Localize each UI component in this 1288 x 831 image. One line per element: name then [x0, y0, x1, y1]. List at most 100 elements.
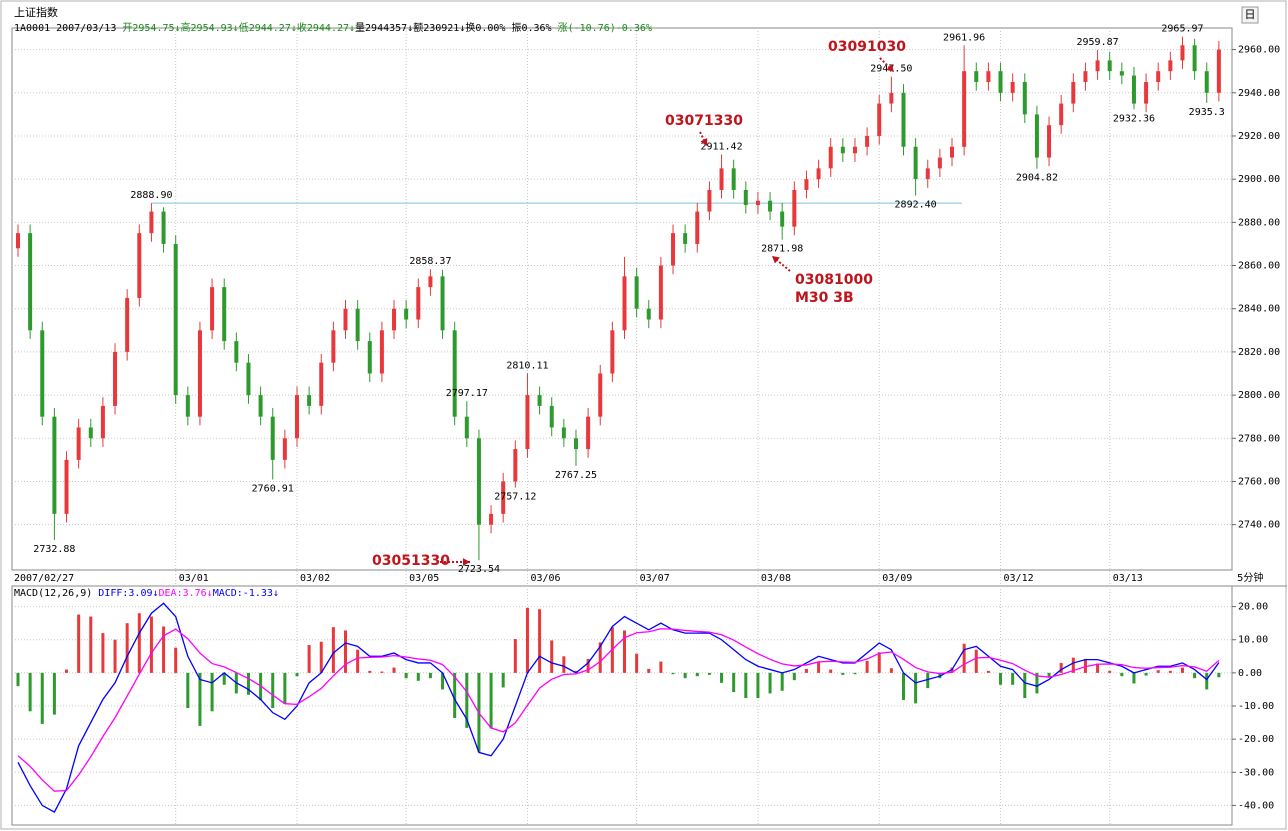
macd-bar [89, 616, 93, 673]
legend-entry: MACD(12,26,9) [14, 588, 98, 599]
macd-bar [768, 672, 772, 694]
macd-legend: MACD(12,26,9) DIFF:3.09↓DEA:3.76↓MACD:-1… [14, 588, 279, 599]
candle-body [974, 71, 979, 82]
candle-body [792, 189, 797, 227]
candle-body [658, 265, 663, 320]
candle-body [319, 362, 324, 406]
period-label: 5分钟 [1237, 571, 1263, 584]
macd-bar [453, 672, 457, 718]
candle-body [865, 135, 870, 147]
macd-bar [52, 672, 56, 715]
y-tick-label: 10.00 [1238, 635, 1268, 646]
macd-bar [283, 672, 287, 705]
candle-body [40, 330, 45, 417]
price-label: 2810.11 [506, 360, 548, 371]
macd-bar [999, 672, 1003, 685]
candle-body [197, 330, 202, 417]
y-tick-label: 2840.00 [1238, 304, 1280, 315]
view-button-label[interactable]: 日 [1245, 8, 1256, 21]
candle-body [816, 168, 821, 180]
candle-body [234, 341, 239, 363]
price-label: 2911.42 [700, 141, 742, 152]
candle-body [1119, 71, 1124, 76]
candle-body [622, 276, 627, 331]
macd-line [17, 628, 1220, 792]
macd-bar [501, 672, 505, 688]
candle-body [731, 168, 736, 190]
macd-bar [1023, 672, 1027, 699]
candle-body [489, 513, 494, 525]
candle-body [367, 341, 372, 374]
macd-bar [1144, 672, 1148, 676]
macd-bar [368, 670, 372, 673]
price-label: 2732.88 [33, 544, 75, 555]
macd-bar [513, 639, 517, 673]
macd-bar [1096, 663, 1100, 673]
macd-bar [331, 627, 335, 673]
candle-body [1107, 60, 1112, 72]
macd-bar [574, 670, 578, 673]
macd-bar [113, 639, 117, 673]
candle-body [889, 92, 894, 104]
macd-bar [707, 672, 711, 675]
y-tick-label: 2780.00 [1238, 433, 1280, 444]
macd-bar [683, 672, 687, 679]
marker-arrowhead [772, 256, 780, 264]
y-tick-label: 2940.00 [1238, 88, 1280, 99]
legend-entry: DIFF:3.09↓ [98, 588, 158, 599]
macd-bar [246, 672, 250, 695]
candle-body [719, 168, 724, 190]
y-tick-label: 2960.00 [1238, 45, 1280, 56]
price-label: 2959.87 [1076, 37, 1118, 48]
candle-body [1216, 49, 1221, 93]
macd-bar [1180, 667, 1184, 673]
candle-body [743, 189, 748, 206]
candle-body [1204, 71, 1209, 93]
macd-bar [101, 633, 105, 673]
candle-body [755, 200, 760, 206]
macd-bar [137, 613, 141, 673]
macd-bar [162, 626, 166, 673]
macd-bar [416, 672, 420, 681]
macd-bar [586, 658, 590, 673]
macd-bar [841, 672, 845, 675]
macd-bar [125, 623, 129, 673]
macd-bar [1132, 672, 1136, 684]
candle-body [246, 362, 251, 396]
x-tick-label: 03/02 [300, 573, 330, 584]
x-tick-label: 03/08 [761, 573, 791, 584]
candle-body [1059, 103, 1064, 126]
candle-body [549, 405, 554, 428]
marker-arrowhead [700, 138, 708, 146]
view-button[interactable] [1241, 6, 1259, 24]
quote-field: 开2954.75↓高2954.93↓低2944.27↓收2944.27↓ [122, 21, 355, 34]
candle-body [100, 405, 105, 439]
candle-body [768, 200, 773, 212]
macd-bar [780, 672, 784, 691]
candle-body [598, 373, 603, 417]
x-tick-label: 03/12 [1004, 573, 1034, 584]
candle-body [185, 395, 190, 417]
candle-body [634, 276, 639, 309]
macd-bar [804, 668, 808, 673]
macd-bar [344, 630, 348, 673]
price-label: 2932.36 [1113, 113, 1155, 124]
quote-field: 1A0001 2007/03/13 [14, 23, 122, 34]
candle-body [125, 297, 130, 352]
price-label: 2961.96 [943, 32, 985, 43]
macd-panel [11, 585, 1233, 826]
candle-body [258, 395, 263, 417]
candle-body [513, 449, 518, 482]
candle-body [986, 71, 991, 82]
y-tick-label: 0.00 [1238, 668, 1262, 679]
x-tick-label: 03/01 [179, 573, 209, 584]
candle-body [525, 395, 530, 450]
macd-bar [40, 672, 44, 724]
y-tick-label: 2900.00 [1238, 174, 1280, 185]
candle-body [1156, 71, 1161, 82]
macd-bar [1047, 672, 1051, 678]
macd-bar [1035, 672, 1039, 694]
candle-body [1144, 81, 1149, 104]
candle-body [173, 243, 178, 396]
